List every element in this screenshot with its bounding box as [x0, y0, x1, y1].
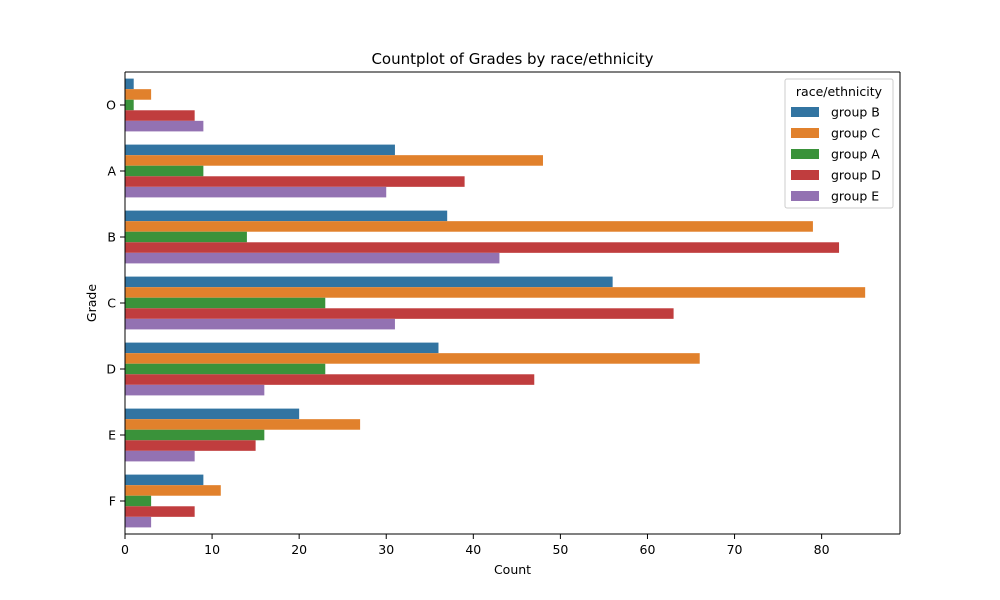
x-tick-label: 0	[121, 542, 129, 557]
bar-group-c-grade-o	[125, 89, 152, 100]
x-axis-label: Count	[494, 562, 531, 577]
x-tick-label: 50	[552, 542, 568, 557]
bar-group-c-grade-d	[125, 353, 700, 364]
x-tick-label: 40	[465, 542, 481, 557]
legend-swatch-group-a	[791, 149, 819, 159]
bar-group-a-grade-c	[125, 297, 326, 309]
bar-group-d-grade-b	[125, 242, 840, 253]
y-tick-label-o: O	[106, 98, 116, 113]
x-ticks: 0 10 20 30 40 50 60 70 80	[121, 534, 830, 557]
bar-group-a-grade-f	[125, 495, 152, 507]
bar-group-c-grade-b	[125, 221, 813, 232]
bar-group-d-grade-o	[125, 110, 195, 121]
y-tick-label-c: C	[107, 296, 116, 311]
y-axis-label: Grade	[84, 284, 99, 322]
bar-group-a-grade-o	[125, 99, 134, 111]
x-tick-label: 60	[640, 542, 656, 557]
legend-label-group-c: group C	[831, 126, 880, 141]
x-tick-label: 30	[378, 542, 394, 557]
bar-group-b-grade-c	[125, 276, 613, 288]
bar-group-b-grade-a	[125, 144, 395, 156]
bar-group-a-grade-d	[125, 363, 326, 375]
bar-group-d-grade-d	[125, 374, 535, 385]
bar-group-b-grade-f	[125, 474, 204, 486]
bar-group-b-grade-b	[125, 210, 448, 222]
bar-group-c-grade-a	[125, 155, 543, 166]
legend-title: race/ethnicity	[796, 84, 883, 99]
bar-group-e-grade-f	[125, 516, 152, 528]
legend-items: group B group C group A group D group E	[791, 105, 881, 204]
legend-label-group-e: group E	[831, 189, 879, 204]
bar-group-d-grade-c	[125, 308, 674, 319]
bar-group-b-grade-d	[125, 342, 439, 354]
bar-group-e-grade-c	[125, 318, 395, 330]
y-tick-label-e: E	[108, 428, 116, 443]
bar-group-e-grade-a	[125, 186, 387, 198]
y-tick-label-f: F	[109, 494, 116, 509]
bar-group-e-grade-b	[125, 252, 500, 264]
x-tick-label: 20	[291, 542, 307, 557]
legend-swatch-group-d	[791, 170, 819, 180]
y-tick-label-b: B	[107, 230, 116, 245]
bar-group-c-grade-e	[125, 419, 361, 430]
legend-label-group-b: group B	[831, 105, 880, 120]
bar-group-e-grade-o	[125, 120, 204, 132]
bar-group-a-grade-a	[125, 165, 204, 177]
y-tick-label-a: A	[107, 164, 116, 179]
chart-title: Countplot of Grades by race/ethnicity	[371, 50, 653, 68]
bar-group-e-grade-d	[125, 384, 265, 396]
legend-swatch-group-e	[791, 191, 819, 201]
bar-group-b-grade-o	[125, 78, 134, 90]
bar-group-d-grade-e	[125, 440, 256, 451]
bar-group-d-grade-a	[125, 176, 465, 187]
bar-group-e-grade-e	[125, 450, 195, 462]
bar-group-c-grade-c	[125, 287, 866, 298]
legend-label-group-a: group A	[831, 147, 880, 162]
legend-swatch-group-c	[791, 128, 819, 138]
bar-group-c-grade-f	[125, 485, 221, 496]
x-tick-label: 80	[814, 542, 830, 557]
y-ticks: O A B C D E F	[106, 98, 125, 509]
y-tick-label-d: D	[106, 362, 116, 377]
bar-group-b-grade-e	[125, 408, 300, 420]
bars	[125, 78, 866, 528]
x-tick-label: 70	[727, 542, 743, 557]
legend-label-group-d: group D	[831, 168, 881, 183]
x-tick-label: 10	[204, 542, 220, 557]
bar-group-a-grade-b	[125, 231, 247, 243]
legend-swatch-group-b	[791, 107, 819, 117]
bar-group-a-grade-e	[125, 429, 265, 441]
bar-group-d-grade-f	[125, 506, 195, 517]
